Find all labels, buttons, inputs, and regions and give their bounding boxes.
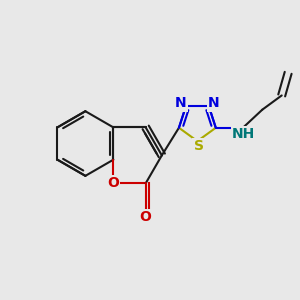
Text: NH: NH	[232, 127, 255, 141]
Text: O: O	[140, 210, 152, 224]
Text: S: S	[194, 139, 204, 153]
Text: O: O	[107, 176, 119, 190]
Text: N: N	[175, 97, 187, 110]
Text: N: N	[208, 97, 220, 110]
